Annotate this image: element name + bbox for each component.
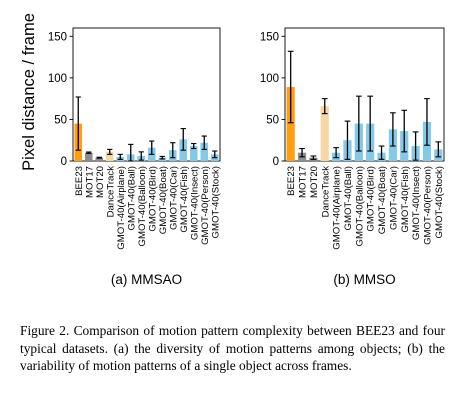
error-bar-gmot-40-ball: [128, 143, 134, 162]
bar-bee23: [286, 87, 295, 161]
x-tick-label: MOT17: [298, 166, 309, 198]
chart-title: (b) MMSO: [333, 272, 395, 287]
error-bar-gmot-40-fish: [180, 128, 186, 151]
x-tick-label: GMOT-40(Fish): [400, 166, 411, 233]
x-tick-label: GMOT-40(Bird): [366, 166, 377, 232]
x-tick-label: GMOT-40(Ball): [343, 166, 354, 231]
x-tick-label: GMOT-40(Balloon): [137, 166, 148, 247]
x-tick-label: GMOT-40(Insect): [411, 166, 422, 240]
chart-title: (a) MMSAO: [111, 272, 182, 287]
error-bar-mot20: [96, 156, 102, 159]
x-tick-label: MOT20: [309, 166, 320, 198]
bar-mot20: [95, 157, 104, 161]
x-tick-label: BEE23: [286, 166, 297, 196]
error-bar-gmot-40-stock: [212, 150, 218, 159]
error-bar-gmot-40-insect: [412, 131, 419, 161]
error-bar-gmot-40-fish: [401, 109, 408, 153]
y-tick-label: 50: [54, 114, 67, 126]
x-tick-label: MOT20: [95, 166, 106, 198]
x-tick-label: GMOT-40(Airplane): [116, 166, 127, 250]
x-tick-label: MOT17: [84, 166, 95, 198]
error-bar-gmot-40-stock: [435, 141, 442, 158]
x-tick-label: GMOT-40(Balloon): [354, 166, 365, 247]
error-bar-gmot-40-insect: [191, 142, 197, 150]
y-tick-label: 0: [273, 156, 279, 168]
x-tick-label: GMOT-40(Person): [200, 166, 211, 245]
y-axis-label: Pixel distance / frame: [20, 13, 38, 171]
plot-frame: [72, 27, 221, 162]
bar-dancetrack: [320, 106, 329, 161]
y-tick-label: 100: [260, 73, 279, 85]
error-bar-gmot-40-person: [424, 98, 430, 146]
x-tick-label: GMOT-40(Boat): [158, 166, 169, 234]
error-bar-mot17: [86, 151, 92, 154]
x-tick-label: GMOT-40(Insect): [189, 166, 200, 240]
bar-gmot-40-insect: [189, 146, 198, 161]
x-tick-label: GMOT-40(Car): [168, 166, 179, 230]
error-bar-gmot-40-car: [170, 142, 176, 159]
y-tick-label: 0: [61, 156, 67, 168]
error-bar-bee23: [75, 96, 81, 151]
error-bar-gmot-40-balloon: [138, 151, 144, 161]
bar-gmot-40-person: [200, 142, 209, 161]
error-bar-mot17: [299, 147, 305, 158]
error-bar-gmot-40-boat: [378, 145, 385, 160]
error-bar-bee23: [287, 50, 294, 124]
x-tick-label: GMOT-40(Car): [388, 166, 399, 230]
x-tick-label: GMOT-40(Ball): [126, 166, 137, 231]
error-bar-gmot-40-car: [390, 112, 396, 147]
bar-mot17: [84, 152, 93, 161]
error-bar-gmot-40-bird: [367, 95, 374, 152]
error-bar-dancetrack: [321, 98, 328, 115]
error-bar-gmot-40-ball: [344, 120, 351, 160]
y-tick-label: 50: [266, 114, 279, 126]
x-tick-label: GMOT-40(Bird): [147, 166, 158, 232]
error-bar-dancetrack: [107, 148, 113, 155]
error-bar-mot20: [310, 155, 317, 160]
error-bar-gmot-40-balloon: [355, 95, 362, 152]
x-tick-label: DanceTrack: [320, 166, 331, 218]
x-tick-label: GMOT-40(Stock): [210, 166, 221, 239]
error-bar-gmot-40-bird: [149, 140, 155, 155]
plot-frame: [284, 27, 445, 162]
y-tick-label: 150: [260, 31, 279, 43]
x-tick-label: GMOT-40(Airplane): [332, 166, 343, 250]
x-tick-label: GMOT-40(Fish): [179, 166, 190, 233]
error-bar-gmot-40-boat: [159, 155, 165, 160]
x-tick-label: GMOT-40(Stock): [434, 166, 445, 239]
figure-caption: Figure 2. Comparison of motion pattern c…: [20, 323, 445, 374]
bar-dancetrack: [105, 151, 114, 161]
x-tick-label: BEE23: [74, 166, 85, 196]
y-tick-label: 100: [48, 73, 67, 85]
y-tick-label: 150: [48, 31, 67, 43]
error-bar-gmot-40-airplane: [333, 147, 339, 159]
error-bar-gmot-40-airplane: [117, 153, 123, 160]
x-tick-label: DanceTrack: [105, 166, 116, 218]
x-tick-label: GMOT-40(Boat): [377, 166, 388, 234]
x-tick-label: GMOT-40(Person): [422, 166, 433, 245]
error-bar-gmot-40-person: [201, 135, 207, 150]
